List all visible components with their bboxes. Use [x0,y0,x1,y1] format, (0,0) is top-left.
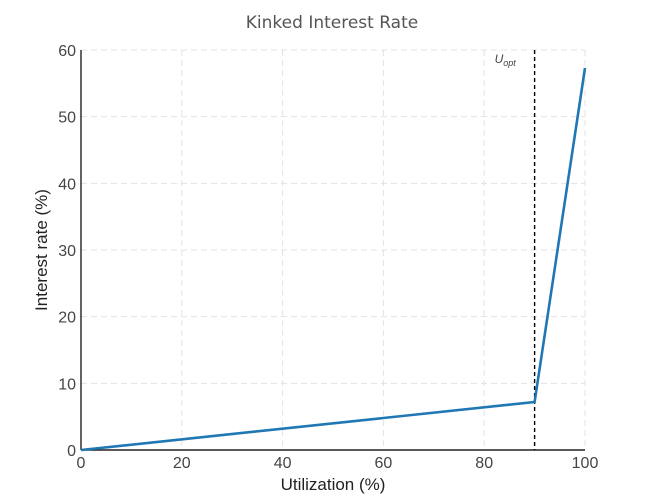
series-group [80,67,587,452]
y-tick-labels: 0 10 20 30 40 50 60 [58,43,76,460]
y-tick-label: 60 [58,43,76,60]
optimal-utilization-label: Uopt [495,52,517,68]
y-tick-label: 30 [58,243,76,260]
x-tick-labels: 0 20 40 60 80 100 [77,455,599,472]
x-tick-label: 40 [274,455,292,472]
chart-title: Kinked Interest Rate [246,13,418,33]
y-tick-label: 50 [58,110,76,127]
y-tick-label: 10 [58,376,76,393]
y-axis-label: Interest rate (%) [32,189,51,311]
x-tick-label: 100 [572,455,599,472]
x-axis-label: Utilization (%) [281,475,386,494]
y-tick-label: 40 [58,176,76,193]
x-tick-label: 80 [475,455,493,472]
x-tick-label: 60 [375,455,393,472]
y-tick-label: 0 [67,443,76,460]
interest-rate-line [80,67,587,452]
y-tick-label: 20 [58,310,76,327]
grid-lines [80,49,586,451]
x-tick-label: 20 [173,455,191,472]
axes [80,50,585,451]
optimal-utilization-marker: Uopt [495,50,536,450]
x-tick-label: 0 [77,455,86,472]
